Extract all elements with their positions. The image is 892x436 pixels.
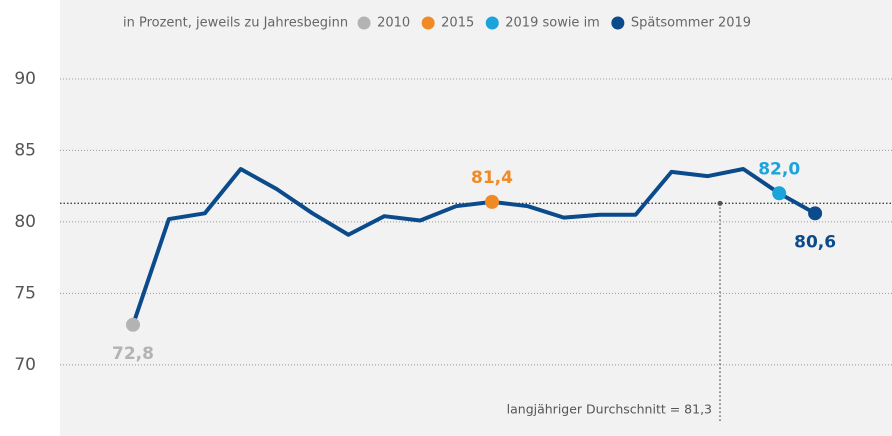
legend-label: Spätsommer 2019 — [631, 16, 751, 31]
value-label: 80,6 — [794, 232, 836, 252]
highlight-point — [808, 206, 823, 221]
highlight-point — [485, 194, 499, 209]
highlight-point — [126, 317, 140, 332]
y-tick-label: 75 — [14, 283, 36, 303]
value-label: 82,0 — [758, 159, 800, 179]
legend-label: 2019 sowie im — [505, 16, 600, 31]
legend-swatch — [421, 16, 435, 30]
y-tick-label: 90 — [14, 69, 36, 89]
legend-title: in Prozent, jeweils zu Jahresbeginn — [123, 16, 348, 31]
highlight-point — [772, 186, 787, 201]
legend-label: 2015 — [441, 16, 474, 31]
data-line — [131, 167, 817, 326]
legend-label: 2010 — [377, 16, 410, 31]
annotation-text: langjähriger Durchschnitt = 81,3 — [507, 402, 712, 417]
y-tick-label: 70 — [14, 355, 36, 375]
y-tick-label: 80 — [14, 212, 36, 232]
y-tick-label: 85 — [14, 140, 36, 160]
value-label: 81,4 — [471, 168, 513, 188]
legend-swatch — [611, 16, 625, 30]
annotation-dot — [717, 200, 723, 206]
legend-swatch — [485, 16, 499, 30]
value-label: 72,8 — [112, 344, 154, 364]
plot-background — [60, 0, 892, 436]
legend-swatch — [357, 16, 371, 30]
